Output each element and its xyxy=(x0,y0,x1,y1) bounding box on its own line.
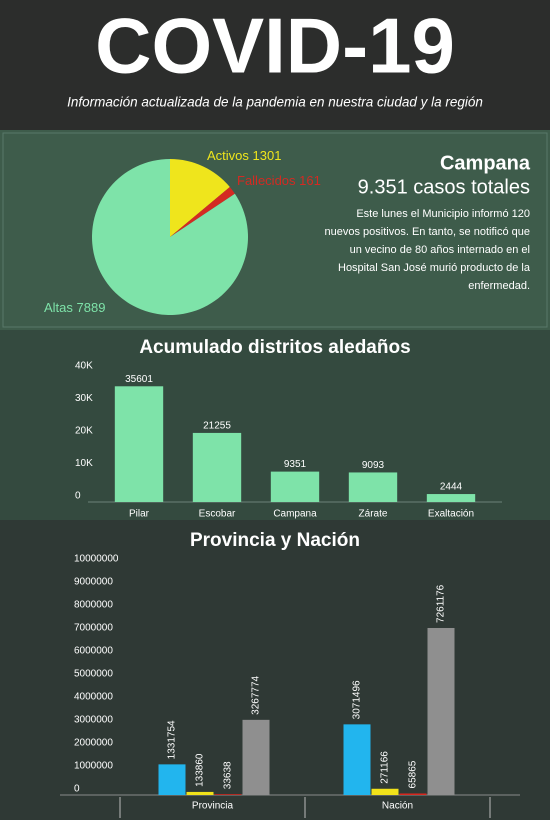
value-label: 7261176 xyxy=(436,584,447,623)
bar xyxy=(427,627,455,795)
bar xyxy=(270,471,320,502)
y-tick-label: 20K xyxy=(75,426,93,437)
campana-border xyxy=(2,132,548,328)
y-tick-label: 10K xyxy=(75,458,93,469)
pie-label: Activos 1301 xyxy=(207,148,281,163)
pie-label-category: Altas xyxy=(44,300,73,315)
pie-label-value: 1301 xyxy=(253,148,282,163)
value-label: 9351 xyxy=(284,459,307,470)
y-tick-label: 9000000 xyxy=(74,577,113,588)
x-tick-label: Exaltación xyxy=(428,509,474,520)
bar xyxy=(192,432,242,502)
x-tick-label: Escobar xyxy=(199,509,236,520)
bar xyxy=(158,764,186,795)
bar xyxy=(186,791,214,795)
bar xyxy=(242,719,270,795)
value-label: 3267774 xyxy=(251,675,262,714)
y-tick-label: 2000000 xyxy=(74,738,113,749)
value-label: 3071496 xyxy=(352,680,363,719)
value-label: 9093 xyxy=(362,460,385,471)
y-tick-label: 6000000 xyxy=(74,646,113,657)
value-label: 2444 xyxy=(440,482,463,493)
value-label: 133860 xyxy=(195,753,206,787)
info-text: enfermedad. xyxy=(468,280,530,292)
y-tick-label: 10000000 xyxy=(74,554,119,565)
y-tick-label: 0 xyxy=(75,491,81,502)
x-tick-label: Zárate xyxy=(359,509,388,520)
national-bg xyxy=(0,520,550,820)
value-label: 271166 xyxy=(380,751,391,784)
chart-title: Provincia y Nación xyxy=(190,530,360,551)
y-tick-label: 4000000 xyxy=(74,692,113,703)
y-tick-label: 8000000 xyxy=(74,600,113,611)
y-tick-label: 40K xyxy=(75,361,93,372)
bar xyxy=(348,472,398,502)
page-subtitle: Información actualizada de la pandemia e… xyxy=(67,95,483,110)
header-bg xyxy=(0,0,550,130)
pie-label: Altas 7889 xyxy=(44,300,105,315)
value-label: 35601 xyxy=(125,374,153,385)
page-title: COVID-19 xyxy=(95,2,455,90)
value-label: 1331754 xyxy=(167,720,178,759)
info-text: un vecino de 80 años internado en el xyxy=(350,244,530,256)
x-tick-label: Provincia xyxy=(192,801,234,812)
info-text: Este lunes el Municipio informó 120 xyxy=(356,208,530,220)
bar xyxy=(399,793,427,795)
pie-label-category: Activos xyxy=(207,148,249,163)
value-label: 21255 xyxy=(203,421,231,432)
bar xyxy=(343,724,371,795)
x-tick-label: Pilar xyxy=(129,509,150,520)
y-tick-label: 5000000 xyxy=(74,669,113,680)
campana-bg xyxy=(0,130,550,330)
bar xyxy=(371,788,399,795)
pie-label-value: 161 xyxy=(299,173,321,188)
pie-slice xyxy=(170,186,235,237)
pie-slice xyxy=(170,159,230,237)
bar xyxy=(114,386,164,502)
info-subtitle: 9.351 casos totales xyxy=(358,176,530,198)
pie-label: Fallecidos 161 xyxy=(237,173,321,188)
bar xyxy=(214,794,242,795)
y-tick-label: 7000000 xyxy=(74,623,113,634)
x-tick-label: Campana xyxy=(273,509,317,520)
x-tick-label: Nación xyxy=(382,801,413,812)
bar xyxy=(426,494,476,502)
value-label: 33638 xyxy=(223,761,234,789)
chart-title: Acumulado distritos aledaños xyxy=(139,337,410,358)
pie-slice xyxy=(92,159,248,315)
y-tick-label: 3000000 xyxy=(74,715,113,726)
y-tick-label: 30K xyxy=(75,393,93,404)
info-text: Hospital San José murió producto de la xyxy=(338,262,531,274)
y-tick-label: 1000000 xyxy=(74,761,113,772)
info-title: Campana xyxy=(440,152,531,174)
pie-label-value: 7889 xyxy=(77,300,106,315)
value-label: 65865 xyxy=(408,760,419,788)
pie-label-category: Fallecidos xyxy=(237,173,296,188)
info-text: nuevos positivos. En tanto, se notificó … xyxy=(325,226,530,238)
y-tick-label: 0 xyxy=(74,784,80,795)
